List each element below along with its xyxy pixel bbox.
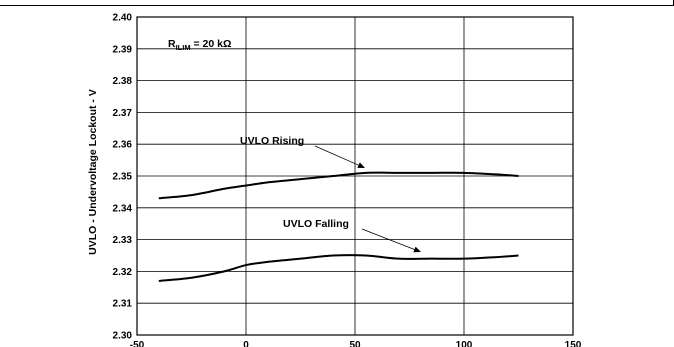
x-tick-label: 50 xyxy=(349,340,361,347)
y-tick-label: 2.31 xyxy=(113,299,133,310)
uvlo-falling-leader xyxy=(361,228,415,250)
plot-frame xyxy=(136,16,574,336)
y-tick-label: 2.32 xyxy=(113,267,133,278)
uvlo-falling-arrowhead xyxy=(413,246,421,253)
condition-subscript: ILIM xyxy=(176,43,191,52)
series-lines xyxy=(158,171,519,282)
y-tick-label: 2.37 xyxy=(113,108,133,119)
series-line-uvlo-falling xyxy=(158,254,519,282)
y-tick-label: 2.38 xyxy=(113,76,133,87)
y-axis-label: UVLO - Undervoltage Lockout - V xyxy=(87,89,99,255)
x-tick-label: -50 xyxy=(130,340,145,347)
y-tick-label: 2.34 xyxy=(113,203,133,214)
uvlo-rising-arrowhead xyxy=(357,162,365,168)
x-tick-label: 100 xyxy=(456,340,473,347)
y-tick-label: 2.40 xyxy=(113,13,133,24)
condition-value: = 20 kΩ xyxy=(191,38,232,50)
y-tick-label: 2.35 xyxy=(113,172,133,183)
uvlo-falling-label: UVLO Falling xyxy=(283,218,349,230)
x-tick-label: 150 xyxy=(565,340,582,347)
x-tick-label: 0 xyxy=(243,340,249,347)
y-tick-label: 2.30 xyxy=(113,331,133,342)
condition-main: R xyxy=(168,38,176,50)
y-tick-label: 2.33 xyxy=(113,235,133,246)
x-tick-labels: -50 0 50 100 150 xyxy=(130,340,582,347)
y-tick-label: 2.39 xyxy=(113,44,133,55)
y-tick-labels: 2.30 2.31 2.32 2.33 2.34 2.35 2.36 2.37 2.38 2.39… xyxy=(113,13,133,342)
series-line-uvlo-rising xyxy=(158,171,519,200)
uvlo-rising-leader xyxy=(314,145,359,166)
y-tick-label: 2.36 xyxy=(113,140,133,151)
condition-annotation: RILIM = 20 kΩ xyxy=(168,38,231,52)
uvlo-rising-label: UVLO Rising xyxy=(240,135,304,147)
